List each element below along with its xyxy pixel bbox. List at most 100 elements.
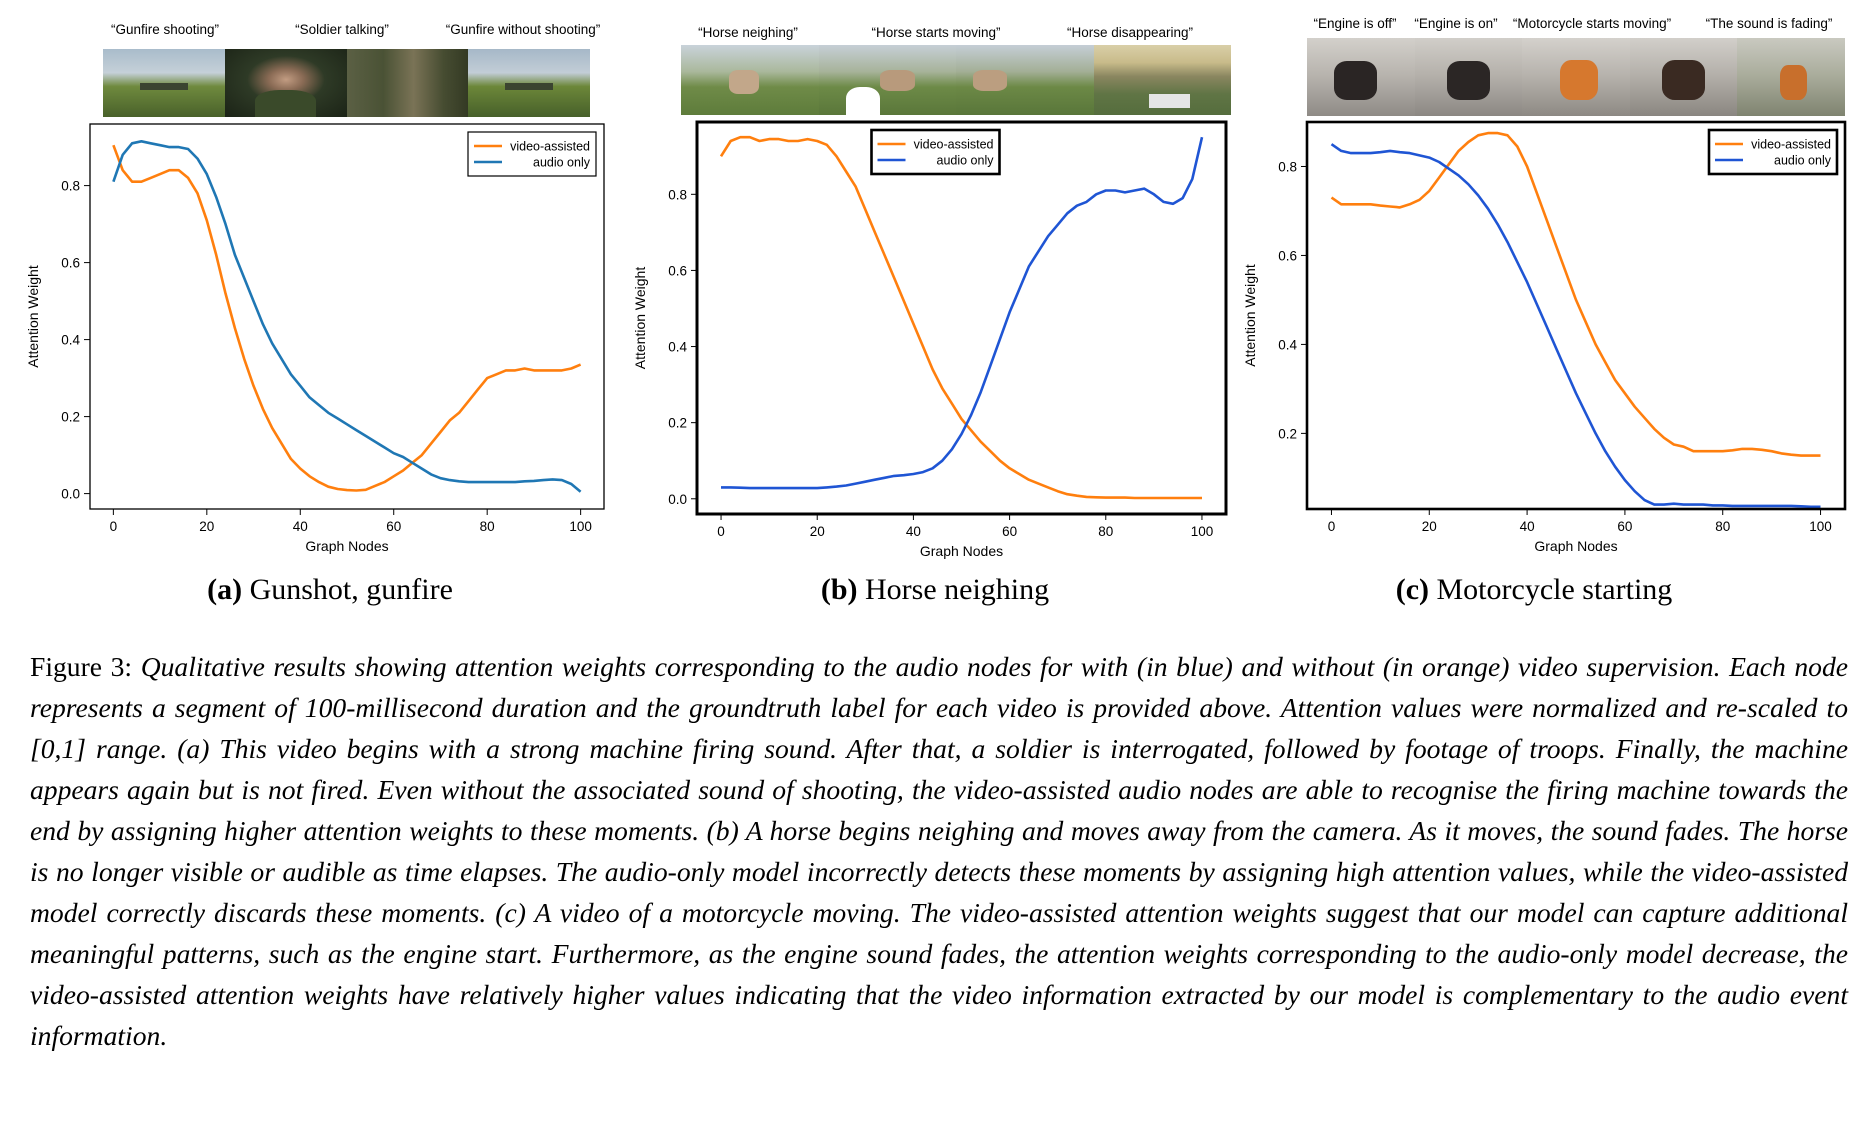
frame-label: “Soldier talking” (295, 22, 389, 37)
y-axis-label: Attention Weight (1242, 264, 1258, 367)
y-tick-label: 0.4 (1278, 337, 1297, 352)
frame-thumbnail (818, 45, 956, 115)
video-frames-strip (1307, 38, 1845, 116)
legend: video-assisted audio only (467, 131, 597, 177)
series-line-video-assisted (1330, 131, 1821, 457)
x-tick-label: 0 (1328, 519, 1336, 534)
frame-label: “Gunfire without shooting” (445, 22, 601, 37)
frame-label: “Gunfire shooting” (110, 22, 220, 37)
attention-chart-gunshot: 0 20 40 60 80 100 0.0 0.2 0.4 0.6 0.8 Graph Nodes At… (25, 123, 605, 554)
y-tick-label: 0.6 (668, 263, 687, 278)
frame-thumbnail (1307, 38, 1415, 116)
x-tick-label: 40 (293, 519, 308, 534)
y-axis-label: Attention Weight (632, 267, 648, 370)
subcaption-text: Horse neighing (857, 573, 1050, 606)
legend-entry: audio only (533, 156, 591, 170)
y-tick-label: 0.4 (61, 333, 80, 348)
legend-entry: video-assisted (914, 138, 994, 152)
x-axis-label: Graph Nodes (1534, 538, 1617, 554)
frame-label: “Motorcycle starts moving” (1512, 16, 1672, 31)
x-tick-label: 20 (810, 524, 825, 539)
subcaption: (c) Motorcycle starting (1396, 573, 1673, 607)
y-tick-label: 0.8 (61, 179, 80, 194)
x-tick-label: 100 (1809, 519, 1832, 534)
x-axis-label: Graph Nodes (920, 543, 1003, 559)
frame-thumbnail (103, 49, 225, 117)
figure-caption: Figure 3: Qualitative results showing at… (30, 646, 1848, 1056)
subcaption: (b) Horse neighing (821, 573, 1049, 607)
attention-chart-motorcycle: 0 20 40 60 80 100 0.2 0.4 0.6 0.8 Graph Nodes Atten… (1242, 120, 1847, 554)
x-tick-label: 100 (1191, 524, 1214, 539)
y-tick-label: 0.8 (668, 187, 687, 202)
y-tick-label: 0.2 (668, 416, 687, 431)
x-axis-label: Graph Nodes (305, 538, 388, 554)
legend: video-assisted audio only (870, 128, 1001, 176)
frame-thumbnail (1522, 38, 1630, 116)
frame-label: “Engine is on” (1414, 16, 1498, 31)
plot-frame (89, 123, 605, 510)
y-tick-label: 0.4 (668, 340, 687, 355)
frame-thumbnail (681, 45, 819, 115)
subcaption-tag: (a) (207, 573, 243, 606)
x-tick-label: 40 (906, 524, 921, 539)
series-line-audio-only (1330, 143, 1821, 509)
frame-label: “The sound is fading” (1705, 16, 1833, 31)
series-line-video-assisted (112, 144, 582, 492)
frame-label: “Horse starts moving” (871, 25, 1001, 40)
frame-label: “Horse neighing” (698, 25, 798, 40)
legend-entry: video-assisted (1751, 138, 1831, 152)
x-tick-label: 60 (1002, 524, 1017, 539)
frame-thumbnail (224, 49, 347, 117)
y-axis-label: Attention Weight (25, 265, 41, 368)
frame-thumbnail (956, 45, 1094, 115)
y-tick-label: 0.6 (61, 256, 80, 271)
y-tick-label: 0.8 (1278, 159, 1297, 174)
legend-entry: audio only (937, 154, 995, 168)
frame-thumbnail (1629, 38, 1738, 116)
y-tick-label: 0.2 (1278, 426, 1297, 441)
plot-frame (695, 120, 1228, 516)
x-tick-label: 60 (386, 519, 401, 534)
frame-thumbnail (1414, 38, 1523, 116)
x-tick-label: 80 (1098, 524, 1113, 539)
frame-thumbnail (1737, 38, 1845, 116)
subcaption-text: Gunshot, gunfire (242, 573, 453, 606)
subcaption-tag: (b) (820, 573, 858, 606)
frame-thumbnail (346, 49, 469, 117)
series-line-audio-only (112, 140, 582, 493)
caption-lead: Figure 3: (30, 651, 141, 682)
x-tick-label: 20 (199, 519, 214, 534)
subcaption-tag: (c) (1395, 573, 1430, 606)
x-tick-label: 40 (1520, 519, 1535, 534)
plot-frame (1305, 120, 1847, 511)
x-tick-label: 20 (1422, 519, 1437, 534)
x-tick-label: 80 (1715, 519, 1730, 534)
legend-box (467, 131, 597, 177)
frame-thumbnail (468, 49, 590, 117)
legend-entry: video-assisted (510, 140, 590, 154)
video-frames-strip (103, 49, 590, 117)
series-line-video-assisted (719, 135, 1202, 500)
legend-box (1707, 128, 1839, 176)
series-line-audio-only (721, 136, 1204, 490)
subcaption-text: Motorcycle starting (1429, 573, 1673, 606)
y-tick-label: 0.2 (61, 410, 80, 425)
y-tick-label: 0.6 (1278, 248, 1297, 263)
video-frames-strip (681, 45, 1231, 115)
frame-label: “Horse disappearing” (1066, 25, 1194, 40)
frame-thumbnail (1093, 45, 1231, 115)
attention-chart-horse: 0 20 40 60 80 100 0.0 0.2 0.4 0.6 0.8 Graph Nodes At… (632, 120, 1228, 559)
subcaption: (a) Gunshot, gunfire (207, 573, 453, 607)
legend: video-assisted audio only (1707, 128, 1839, 176)
caption-body: Qualitative results showing attention we… (30, 651, 1848, 1051)
y-tick-label: 0.0 (668, 492, 687, 507)
x-tick-label: 0 (110, 519, 118, 534)
legend-entry: audio only (1774, 154, 1832, 168)
x-tick-label: 60 (1617, 519, 1632, 534)
frame-label: “Engine is off” (1313, 16, 1397, 31)
y-tick-label: 0.0 (61, 487, 80, 502)
x-tick-label: 0 (717, 524, 725, 539)
legend-box (870, 128, 1001, 176)
x-tick-label: 100 (569, 519, 592, 534)
x-tick-label: 80 (480, 519, 495, 534)
